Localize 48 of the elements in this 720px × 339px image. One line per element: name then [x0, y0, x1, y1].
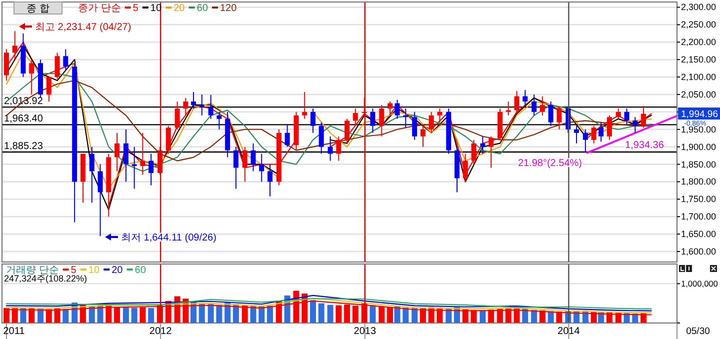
y-tick-label: 2,150.00 — [681, 54, 716, 65]
y-tick-label: 1,850.00 — [681, 159, 716, 170]
legend-label: 120 — [220, 3, 238, 14]
x-tick-label: 2011 — [3, 326, 26, 337]
legend-label: 5 — [70, 265, 77, 276]
legend-label: 10 — [88, 265, 100, 276]
y-tick-label: 2,100.00 — [681, 72, 716, 82]
candlestick — [140, 132, 146, 175]
y-tick-label: 1,000,000 — [681, 278, 718, 289]
y-tick-label: 2,050.00 — [681, 89, 716, 100]
annotation: 1,934.36 — [625, 140, 664, 151]
candlestick — [191, 92, 196, 108]
chart-title: 종 합 — [26, 4, 50, 14]
annotation: 247,324주(108.22%) — [4, 274, 88, 284]
ref-line-label: 1,885.23 — [4, 140, 44, 152]
candlestick — [522, 90, 528, 105]
y-tick-label: 2,200.00 — [681, 37, 716, 48]
legend-label: 20 — [112, 265, 124, 276]
y-tick-label: 1,700.00 — [681, 212, 716, 222]
ref-line-label: 1,963.40 — [4, 114, 44, 125]
legend-label: 60 — [134, 265, 146, 276]
candlestick — [132, 146, 137, 189]
x-tick-label: 2013 — [354, 326, 376, 337]
y-tick-label: 1,800.00 — [681, 176, 716, 187]
y-tick-label: 1,900.00 — [681, 142, 716, 152]
x-tick-label: 2012 — [149, 326, 172, 337]
text: 05/30 — [686, 326, 710, 337]
candlestick — [480, 136, 486, 154]
y-tick-label: 2,250.00 — [681, 20, 716, 30]
legend-title: 거래량 단순 — [6, 265, 59, 276]
candlestick — [199, 94, 204, 116]
y-tick-label: 1,650.00 — [681, 229, 716, 240]
text: 1,994.96 — [681, 109, 718, 120]
x-tick-label: 2014 — [558, 326, 580, 337]
candlestick — [302, 92, 308, 119]
legend-label: 5 — [132, 3, 139, 14]
candlestick — [632, 117, 638, 133]
annotation: 최고 2,231.47 (04/27) — [35, 22, 132, 33]
candlestick — [216, 112, 222, 130]
y-tick-label: 2,300.00 — [681, 2, 716, 12]
candlestick — [506, 101, 511, 116]
candlestick — [488, 136, 494, 168]
legend-title: 종가 단순 — [78, 3, 121, 14]
candlestick — [574, 126, 580, 144]
legend-label: 20 — [174, 3, 186, 14]
y-tick-label: 1,600.00 — [681, 246, 716, 257]
legend-label: 60 — [196, 3, 208, 14]
y-tick-label: 1,750.00 — [681, 194, 716, 204]
